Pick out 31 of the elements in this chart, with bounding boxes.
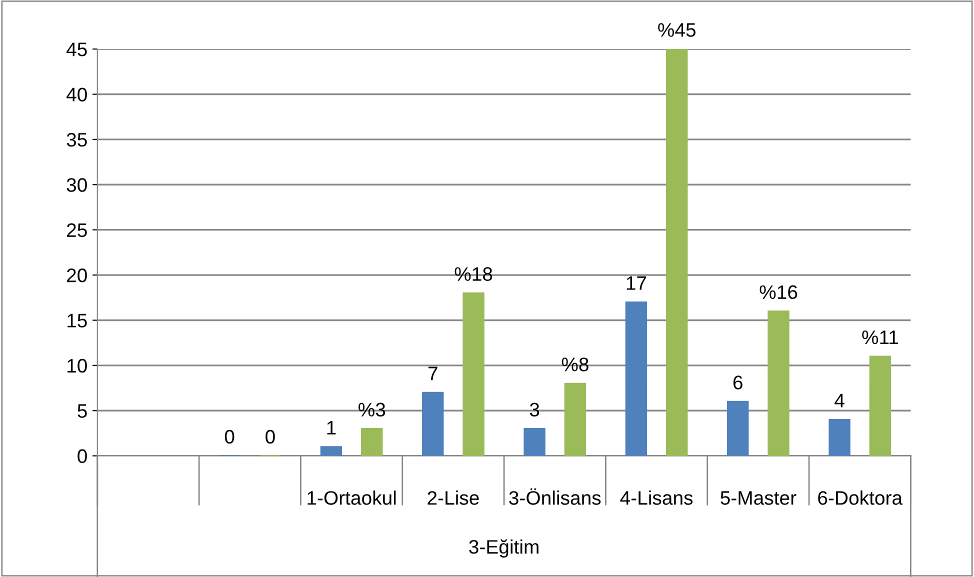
- data-label: %16: [760, 285, 798, 300]
- data-label: 0: [224, 430, 234, 444]
- data-label: 3: [530, 402, 540, 417]
- data-label: %11: [862, 330, 898, 344]
- y-tick-label: 40: [66, 88, 87, 102]
- y-tick-label: 25: [67, 223, 87, 238]
- y-tick-label: 30: [66, 178, 87, 192]
- y-tick-label: 0: [78, 449, 87, 464]
- data-label: 1: [327, 421, 336, 434]
- y-tick-label: 45: [66, 42, 87, 56]
- x-tick-label: 5-Master: [720, 491, 796, 505]
- data-label: 6: [733, 376, 742, 390]
- data-label: 0: [266, 430, 275, 444]
- data-label: %18: [454, 267, 492, 281]
- y-tick-label: 5: [78, 404, 87, 418]
- x-tick-label: 4-Lisans: [620, 490, 693, 505]
- x-tick-label: 2-Lise: [428, 490, 479, 505]
- y-tick-label: 15: [68, 314, 87, 328]
- y-tick-label: 20: [67, 268, 87, 282]
- data-label: %45: [658, 23, 696, 37]
- x-tick-label: 6-Doktora: [818, 490, 903, 505]
- data-label: 17: [626, 276, 646, 290]
- data-label: %3: [358, 402, 386, 417]
- x-tick-label: 3-Önlisans: [509, 488, 601, 505]
- x-axis-title: 3-Eğitim: [469, 539, 538, 558]
- data-label: %8: [562, 358, 588, 372]
- data-label: 4: [834, 394, 844, 408]
- x-tick-label: 1-Ortaokul: [308, 490, 396, 505]
- data-label: 7: [428, 366, 438, 380]
- y-tick-label: 35: [66, 132, 87, 147]
- y-tick-label: 10: [68, 358, 87, 373]
